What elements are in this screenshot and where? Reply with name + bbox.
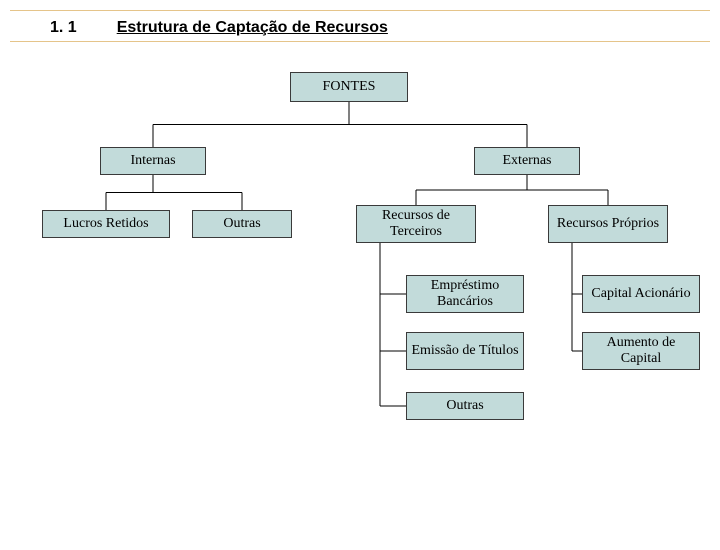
section-title: Estrutura de Captação de Recursos [117,19,388,37]
node-emprestimo: Empréstimo Bancários [406,275,524,313]
node-externas: Externas [474,147,580,175]
node-proprios: Recursos Próprios [548,205,668,243]
node-fontes: FONTES [290,72,408,102]
org-chart-diagram: FONTES Internas Externas Lucros Retidos Outr… [0,42,720,502]
node-capital: Capital Acionário [582,275,700,313]
node-internas: Internas [100,147,206,175]
node-emissao: Emissão de Títulos [406,332,524,370]
section-header: 1. 1 Estrutura de Captação de Recursos [10,10,710,42]
node-outras2: Outras [406,392,524,420]
node-outras1: Outras [192,210,292,238]
section-number: 1. 1 [50,19,77,37]
node-terceiros: Recursos de Terceiros [356,205,476,243]
node-aumento: Aumento de Capital [582,332,700,370]
connector-lines [0,42,720,502]
node-lucros: Lucros Retidos [42,210,170,238]
